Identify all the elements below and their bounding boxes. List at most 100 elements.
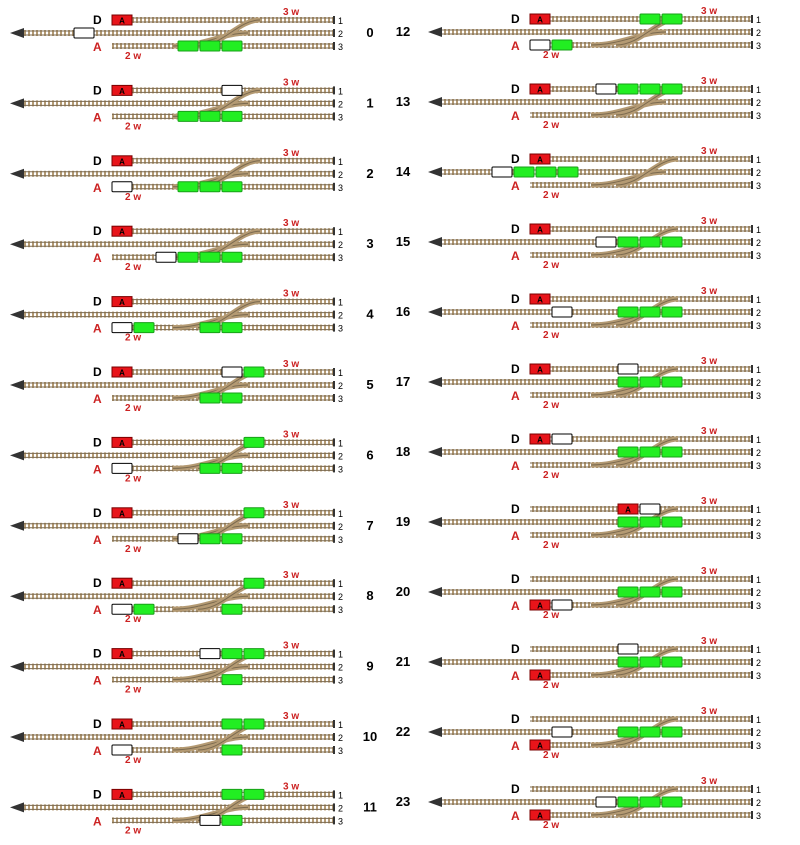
engine-label: A [537,436,543,445]
buffer-stop [333,156,335,165]
buffer-stop [751,41,753,49]
wagon-green [639,516,661,528]
wagon-white [111,322,133,334]
wagon-white [111,181,133,193]
departure-label: D [93,295,102,309]
arrow-left-icon [10,239,24,250]
track-2-mainline [440,449,751,455]
arrival-label: A [511,739,520,753]
engine-locomotive: A [529,223,551,235]
track-number: 2 [338,663,343,673]
buffer-stop [333,42,335,50]
wagon-green [639,376,661,388]
wagon-white [529,39,551,51]
wagon-green [639,656,661,668]
wagon-green [639,83,661,95]
wagon-green [199,392,221,404]
arrival-label: A [93,392,102,406]
buffer-stop [333,240,335,249]
capacity-label-bottom: 2 w [125,685,141,696]
arrow-left-icon [428,657,442,667]
departure-label: D [511,502,520,516]
track-1 [530,156,751,162]
buffer-stop [751,365,753,373]
wagon-green [617,376,639,388]
buffer-stop [751,588,753,596]
engine-locomotive: A [111,507,133,519]
wagon-green [221,788,243,800]
buffer-stop [751,111,753,119]
capacity-label-top: 3 w [701,6,717,17]
wagon-green [661,796,683,808]
buffer-stop [333,662,335,671]
track-2-mainline [22,100,333,107]
arrival-label: A [93,814,102,828]
engine-locomotive: A [617,503,639,515]
buffer-stop [333,579,335,588]
arrival-label: A [511,109,520,123]
arrow-left-icon [10,520,24,531]
step-number: 17 [396,374,410,389]
track-number: 1 [338,298,343,308]
wagon-green [243,788,265,800]
track-2-mainline [440,729,751,735]
wagon-green [243,436,265,448]
capacity-label-bottom: 2 w [543,190,559,201]
buffer-stop [333,169,335,178]
buffer-stop [751,715,753,723]
engine-locomotive: A [111,14,133,26]
wagon-green [661,13,683,25]
capacity-label-top: 3 w [283,148,299,159]
wagon-green [513,166,535,178]
buffer-stop [333,323,335,332]
track-2-mainline [22,734,333,740]
buffer-stop [751,658,753,666]
engine-locomotive: A [529,669,551,681]
track-number: 1 [338,368,343,378]
wagon-green [661,726,683,738]
track-number: 2 [338,29,343,39]
track-3 [530,672,751,678]
track-number: 1 [338,509,343,519]
track-1 [530,716,751,722]
arrival-label: A [511,389,520,403]
capacity-label-bottom: 2 w [125,121,141,132]
wagon-white [199,814,221,826]
buffer-stop [333,464,335,473]
buffer-stop [333,790,335,799]
arrival-label: A [511,459,520,473]
track-1 [530,576,751,582]
buffer-stop [333,733,335,741]
capacity-label-bottom: 2 w [125,614,141,625]
wagon-green [221,251,243,263]
engine-label: A [119,650,125,659]
wagon-green [199,40,221,52]
wagon-green [639,236,661,248]
track-number: 1 [338,438,343,448]
wagon-white [177,533,199,545]
buffer-stop [333,605,335,614]
track-number: 2 [756,28,761,38]
arrival-label: A [93,40,102,54]
track-number: 3 [338,605,343,615]
capacity-label-bottom: 2 w [543,680,559,691]
capacity-label-bottom: 2 w [125,51,141,62]
buffer-stop [751,238,753,246]
engine-label: A [537,226,543,235]
track-number: 2 [756,518,761,528]
departure-label: D [511,292,520,306]
arrow-left-icon [10,450,24,461]
step-number: 7 [366,518,373,533]
step-number: 23 [396,794,410,809]
track-1 [112,298,333,305]
engine-label: A [119,509,125,518]
buffer-stop [333,29,335,37]
engine-label: A [119,228,125,237]
track-number: 2 [338,311,343,321]
